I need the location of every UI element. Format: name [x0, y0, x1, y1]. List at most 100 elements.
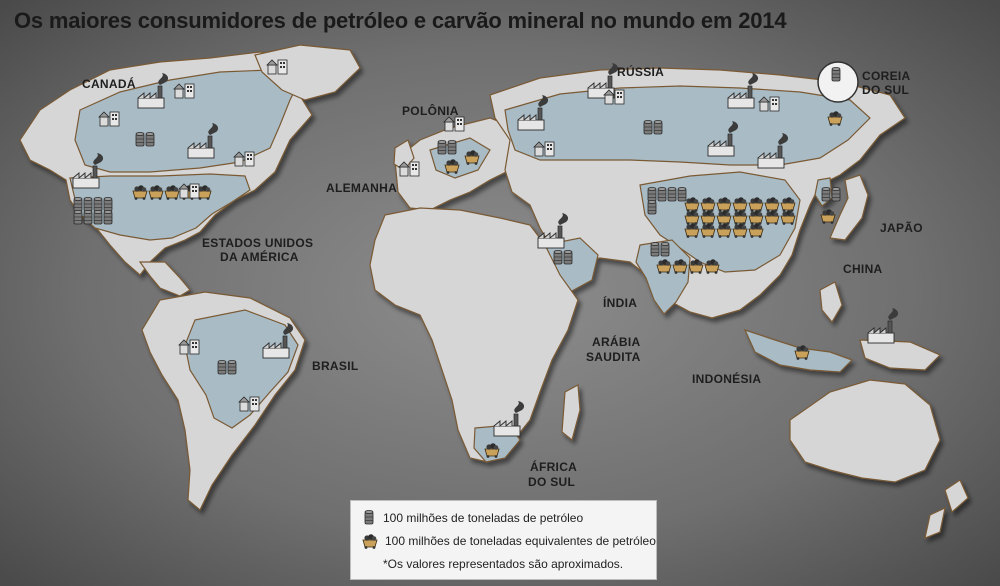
canada-highlight: [74, 69, 301, 173]
coal-cart-icon: [684, 222, 700, 239]
oil-barrel-icon: [831, 67, 841, 82]
label-saudi-arabia-line2: SAUDITA: [586, 350, 641, 364]
oil-barrel-icon: [93, 197, 103, 212]
coal-cart-icon: [764, 209, 780, 226]
oil-barrel-icon: [83, 210, 93, 225]
british-isles: [393, 139, 415, 171]
coal-cart-icon: [684, 209, 700, 226]
oil-barrel-icon: [217, 360, 227, 375]
oil-barrel-icon: [447, 140, 457, 155]
russia-highlight: [504, 85, 871, 166]
coal-cart-icon: [820, 208, 836, 225]
oil-barrel-icon: [821, 187, 831, 202]
oil-barrel-icon: [103, 197, 113, 212]
oil-barrel-icon: [643, 120, 653, 135]
label-south-korea-line1: COREIA: [862, 69, 911, 83]
coal-cart-icon: [444, 158, 460, 175]
oil-barrel-icon: [563, 250, 573, 265]
oil-barrel-icon: [647, 187, 657, 202]
coal-cart-icon: [716, 209, 732, 226]
coal-cart-icon: [732, 196, 748, 213]
coal-cart-icon: [684, 196, 700, 213]
coal-cart-icon: [484, 442, 500, 459]
coal-cart-icon: [748, 196, 764, 213]
coal-cart-icon: [464, 149, 480, 166]
oil-barrel-icon: [677, 187, 687, 202]
japan: [829, 174, 869, 241]
coal-cart-icon: [748, 209, 764, 226]
label-india: ÍNDIA: [603, 296, 638, 310]
symbol-layer: [72, 59, 899, 459]
coal-cart-icon: [132, 184, 148, 201]
oil-barrel-icon: [647, 200, 657, 215]
coal-cart-icon: [764, 196, 780, 213]
legend: 100 milhões de toneladas de petróleo 100…: [350, 500, 657, 580]
label-saudi-arabia-line1: ARÁBIA: [592, 335, 641, 349]
oil-barrel-icon: [227, 360, 237, 375]
label-germany: ALEMANHA: [326, 181, 398, 195]
label-china: CHINA: [843, 262, 883, 276]
map-title: Os maiores consumidores de petróleo e ca…: [14, 8, 787, 33]
coal-cart-icon: [716, 196, 732, 213]
madagascar: [561, 384, 581, 442]
coal-cart-icon: [716, 222, 732, 239]
coal-cart-icon: [700, 222, 716, 239]
coal-cart-icon: [827, 110, 843, 127]
oil-barrel-icon: [83, 197, 93, 212]
oil-barrel-icon: [145, 132, 155, 147]
oil-barrel-icon: [73, 210, 83, 225]
legend-coal-row: 100 milhões de toneladas equivalentes de…: [361, 532, 656, 550]
oil-barrel-icon: [93, 210, 103, 225]
label-usa-line2: DA AMÉRICA: [220, 250, 299, 264]
new-guinea: [859, 339, 942, 371]
coal-cart-icon: [672, 258, 688, 275]
coal-cart-icon: [362, 533, 378, 550]
philippines: [819, 281, 843, 324]
label-usa-line1: ESTADOS UNIDOS: [202, 236, 314, 250]
coal-cart-icon: [732, 209, 748, 226]
label-poland: POLÔNIA: [402, 104, 459, 118]
brazil-highlight: [184, 309, 299, 429]
oil-barrel-icon: [653, 120, 663, 135]
oil-barrel-icon: [73, 197, 83, 212]
coal-cart-icon: [732, 222, 748, 239]
label-indonesia: INDONÉSIA: [692, 372, 762, 386]
oil-barrel-icon: [660, 242, 670, 257]
oil-barrel-icon: [135, 132, 145, 147]
oil-barrel-icon: [831, 187, 841, 202]
coal-cart-icon: [164, 184, 180, 201]
central-america: [138, 261, 191, 297]
coal-cart-icon: [748, 222, 764, 239]
oil-barrel-icon: [657, 187, 667, 202]
oil-barrel-icon: [553, 250, 563, 265]
coal-cart-icon: [794, 344, 810, 361]
oil-barrel-icon: [364, 510, 374, 525]
label-russia: RÚSSIA: [617, 65, 665, 79]
coal-cart-icon: [780, 196, 796, 213]
oil-barrel-icon: [103, 210, 113, 225]
coal-cart-icon: [148, 184, 164, 201]
greenland: [254, 44, 361, 101]
label-japan: JAPÃO: [880, 221, 923, 235]
oil-barrel-icon: [437, 140, 447, 155]
india-highlight: [635, 239, 691, 315]
legend-oil-row: 100 milhões de toneladas de petróleo: [361, 509, 583, 527]
coal-cart-icon: [688, 258, 704, 275]
legend-oil-label: 100 milhões de toneladas de petróleo: [383, 511, 584, 525]
label-south-africa-line1: ÁFRICA: [530, 460, 578, 474]
oil-barrel-icon: [667, 187, 677, 202]
oil-barrel-icon: [650, 242, 660, 257]
new-zealand: [924, 479, 969, 539]
coal-cart-icon: [780, 209, 796, 226]
legend-note: *Os valores representados são aproximado…: [383, 557, 624, 571]
australia: [789, 379, 941, 483]
coal-cart-icon: [700, 209, 716, 226]
legend-coal-label: 100 milhões de toneladas equivalentes de…: [385, 534, 656, 548]
label-south-africa-line2: DO SUL: [528, 475, 576, 489]
coal-cart-icon: [700, 196, 716, 213]
label-brazil: BRASIL: [312, 359, 359, 373]
coal-cart-icon: [656, 258, 672, 275]
label-south-korea-line2: DO SUL: [862, 83, 910, 97]
label-canada: CANADÁ: [82, 77, 136, 91]
